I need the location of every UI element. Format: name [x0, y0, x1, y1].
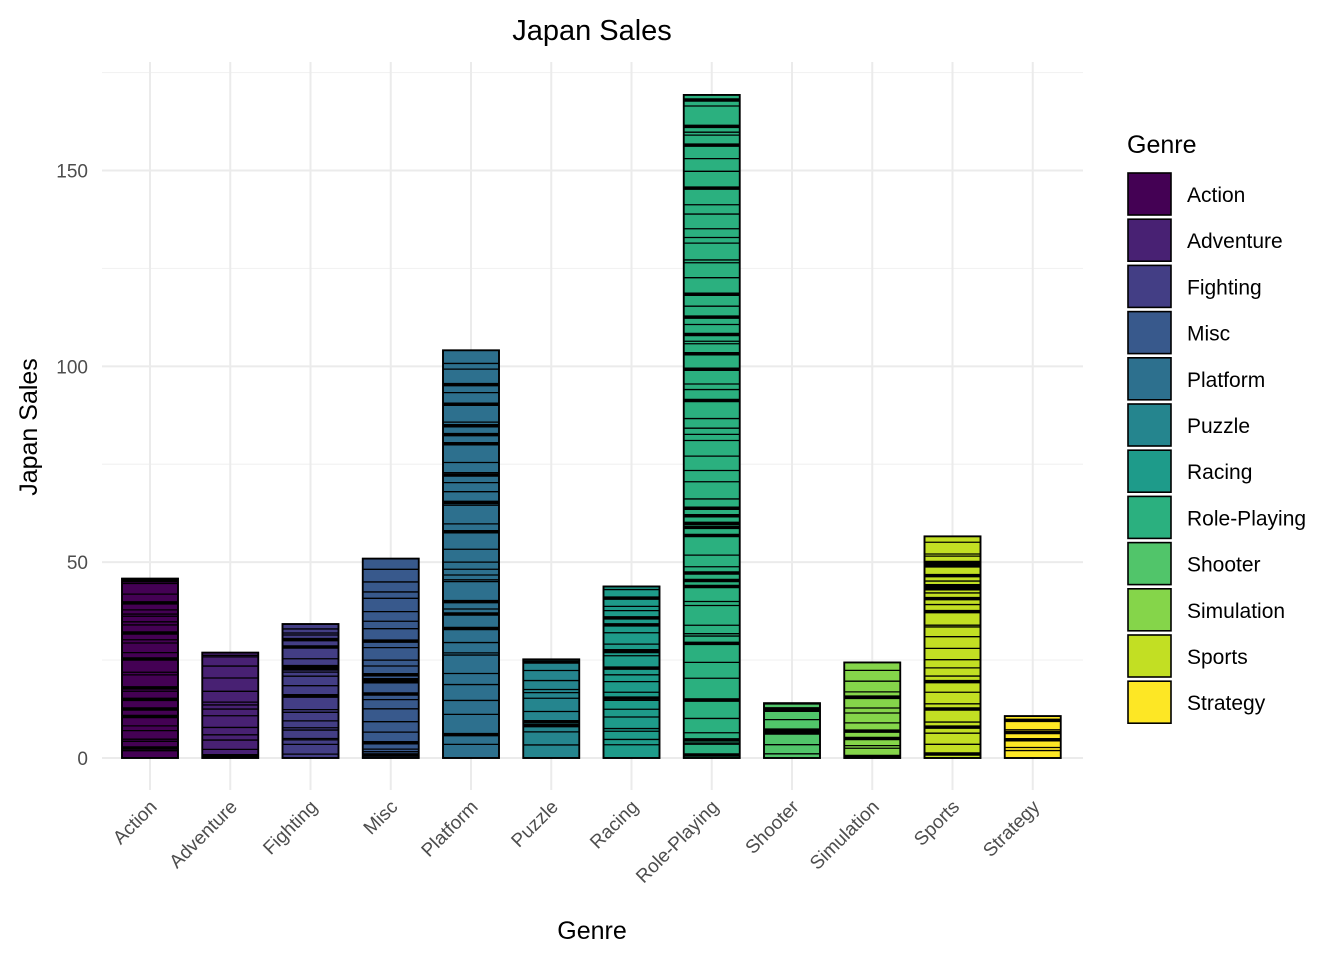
x-tick-label: Strategy — [979, 796, 1044, 861]
chart-title: Japan Sales — [512, 15, 672, 47]
legend-item-simulation: Simulation — [1127, 587, 1285, 632]
legend-label: Fighting — [1187, 276, 1262, 299]
legend-swatch — [1127, 403, 1172, 447]
y-tick-label: 0 — [77, 749, 88, 770]
x-tick-label: Shooter — [742, 796, 804, 858]
legend-label: Puzzle — [1187, 415, 1250, 438]
legend-swatch — [1127, 310, 1172, 355]
legend-title: Genre — [1127, 131, 1196, 159]
bar-platform — [442, 349, 500, 759]
legend-item-sports: Sports — [1127, 634, 1248, 678]
legend-item-strategy: Strategy — [1127, 680, 1266, 725]
legend-item-puzzle: Puzzle — [1127, 403, 1250, 447]
bar-action — [121, 577, 179, 759]
bar-puzzle — [522, 658, 581, 759]
legend-item-role-playing: Role-Playing — [1127, 495, 1306, 540]
bar-misc — [361, 557, 420, 759]
legend-label: Action — [1187, 184, 1245, 207]
legend-item-action: Action — [1127, 172, 1245, 216]
legend-label: Shooter — [1187, 554, 1261, 577]
x-tick-label: Adventure — [166, 797, 242, 873]
legend-item-fighting: Fighting — [1127, 264, 1262, 309]
legend-item-adventure: Adventure — [1127, 218, 1283, 262]
legend-swatch — [1127, 634, 1172, 678]
legend-item-shooter: Shooter — [1127, 541, 1261, 586]
x-tick-label: Role-Playing — [632, 797, 723, 888]
legend-swatch — [1127, 495, 1172, 540]
legend-label: Racing — [1187, 461, 1252, 484]
x-tick-label: Sports — [910, 797, 964, 851]
y-tick-label: 100 — [56, 357, 88, 378]
x-tick-label: Racing — [586, 797, 643, 854]
bar-adventure — [201, 651, 260, 759]
legend-label: Role-Playing — [1187, 507, 1306, 530]
legend-label: Adventure — [1187, 230, 1283, 253]
bars — [121, 94, 1062, 759]
x-tick-label: Misc — [360, 797, 402, 839]
legend-label: Sports — [1187, 646, 1248, 669]
legend-swatch — [1127, 264, 1172, 309]
bar-fighting — [281, 623, 340, 759]
legend-item-platform: Platform — [1127, 356, 1265, 401]
x-axis: Action Adventure Fighting Misc Platform Puzzl… — [109, 796, 1044, 888]
legend-label: Simulation — [1187, 600, 1285, 623]
legend-item-misc: Misc — [1127, 310, 1230, 355]
x-tick-label: Puzzle — [508, 797, 563, 852]
y-tick-label: 150 — [56, 162, 88, 183]
bar-role-playing — [682, 94, 741, 759]
bar-sports — [923, 535, 982, 759]
x-tick-label: Action — [109, 797, 161, 849]
legend-swatch — [1127, 587, 1172, 632]
bar-strategy — [1003, 715, 1062, 759]
y-tick-label: 50 — [67, 553, 88, 574]
x-tick-label: Fighting — [259, 797, 322, 860]
legend-swatch — [1127, 218, 1172, 262]
legend: Genre Action Adventure Fighting Misc Platfor… — [1127, 131, 1306, 725]
legend-item-racing: Racing — [1127, 449, 1252, 494]
legend-label: Misc — [1187, 323, 1230, 346]
legend-swatch — [1127, 172, 1172, 216]
legend-swatch — [1127, 356, 1172, 401]
y-axis-title: Japan Sales — [15, 358, 43, 496]
legend-swatch — [1127, 680, 1172, 725]
x-tick-label: Platform — [418, 797, 483, 862]
y-axis: 0 50 100 150 — [56, 162, 88, 771]
x-tick-label: Simulation — [806, 797, 884, 875]
legend-label: Platform — [1187, 369, 1265, 392]
legend-swatch — [1127, 541, 1172, 586]
x-axis-title: Genre — [557, 917, 626, 945]
bar-simulation — [843, 661, 902, 759]
bar-shooter — [763, 702, 821, 759]
legend-swatch — [1127, 449, 1172, 494]
bar-racing — [602, 585, 661, 759]
legend-label: Strategy — [1187, 692, 1266, 715]
